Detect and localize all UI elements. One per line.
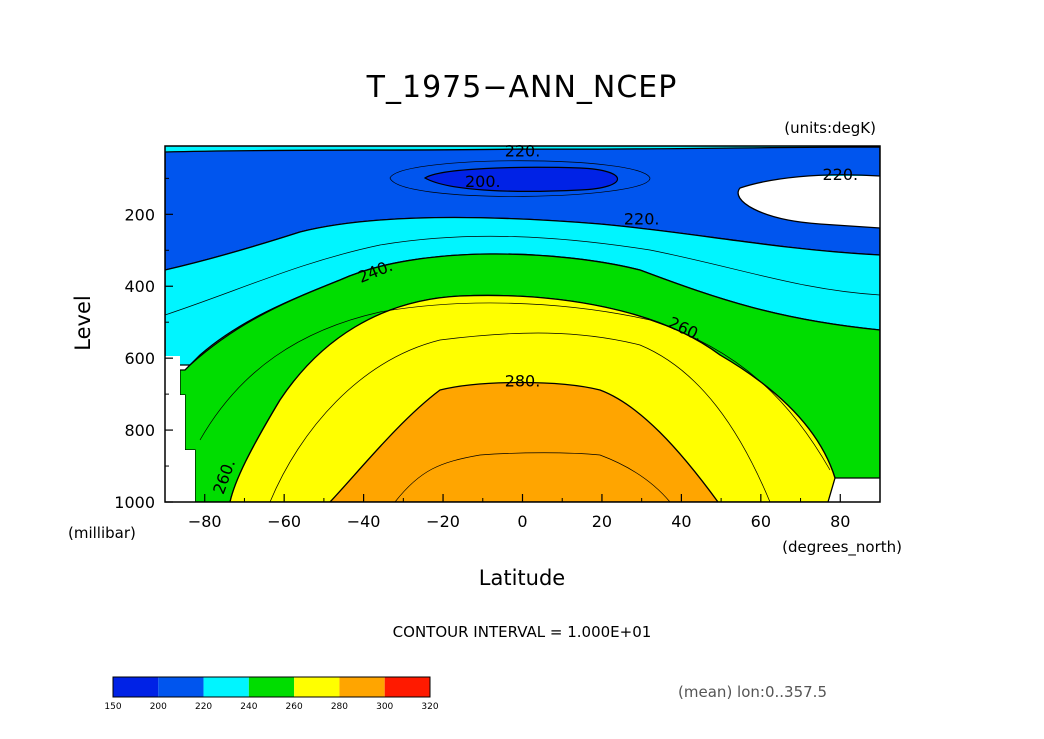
colorbar-swatch (294, 677, 340, 697)
colorbar-swatch (248, 677, 295, 697)
minor-contours (165, 160, 880, 502)
colorbar-swatch (158, 677, 204, 697)
colorbar-swatch (384, 677, 430, 697)
y-tick-label: 1000 (114, 493, 155, 512)
x-tick-label: 80 (830, 512, 850, 531)
contour-label: 220. (505, 141, 541, 160)
contour-label: 220. (624, 210, 660, 229)
footnote: (mean) lon:0..357.5 (678, 683, 827, 701)
x-axis: −80 −60 −40 −20 0 20 40 60 80 (164, 494, 881, 531)
missing-data-3 (165, 450, 195, 502)
y-units-label: (millibar) (68, 524, 136, 542)
region-below-200 (423, 166, 618, 192)
x-tick-label: 60 (751, 512, 771, 531)
colorbar: 150 200 220 240 260 280 300 320 (104, 676, 439, 712)
units-label: (units:degK) (784, 119, 876, 137)
contour-label: 220. (822, 165, 858, 184)
x-units-label: (degrees_north) (782, 538, 902, 557)
x-tick-label: −40 (347, 512, 381, 531)
x-axis-title: Latitude (479, 566, 565, 590)
y-tick-label: 600 (124, 349, 155, 368)
y-axis-title: Level (71, 295, 95, 350)
colorbar-label: 240 (240, 702, 257, 712)
colorbar-label: 260 (286, 702, 303, 712)
x-tick-label: 20 (592, 512, 612, 531)
colorbar-label: 320 (421, 702, 438, 712)
y-tick-label: 800 (124, 421, 155, 440)
colorbar-label: 300 (376, 702, 393, 712)
colorbar-swatch (203, 677, 249, 697)
x-tick-label: −20 (426, 512, 460, 531)
contour-label: 200. (465, 172, 501, 191)
y-axis: 200 400 600 800 1000 (114, 177, 173, 512)
x-tick-label: −60 (267, 512, 301, 531)
x-tick-label: 40 (671, 512, 691, 531)
x-tick-label: 0 (517, 512, 527, 531)
colorbar-label: 220 (195, 702, 212, 712)
x-tick-label: −80 (188, 512, 222, 531)
colorbar-swatch (113, 677, 159, 697)
chart-title: T_1975−ANN_NCEP (366, 70, 678, 105)
y-tick-label: 200 (124, 205, 155, 224)
colorbar-swatch (339, 677, 385, 697)
contour-label: 280. (505, 372, 541, 391)
colorbar-label: 280 (331, 702, 348, 712)
contour-interval-text: CONTOUR INTERVAL = 1.000E+01 (393, 623, 652, 641)
y-tick-label: 400 (124, 277, 155, 296)
colorbar-frame (112, 676, 431, 698)
plot-area (165, 146, 880, 502)
colorbar-label: 150 (104, 702, 121, 712)
colorbar-label: 200 (150, 702, 167, 712)
